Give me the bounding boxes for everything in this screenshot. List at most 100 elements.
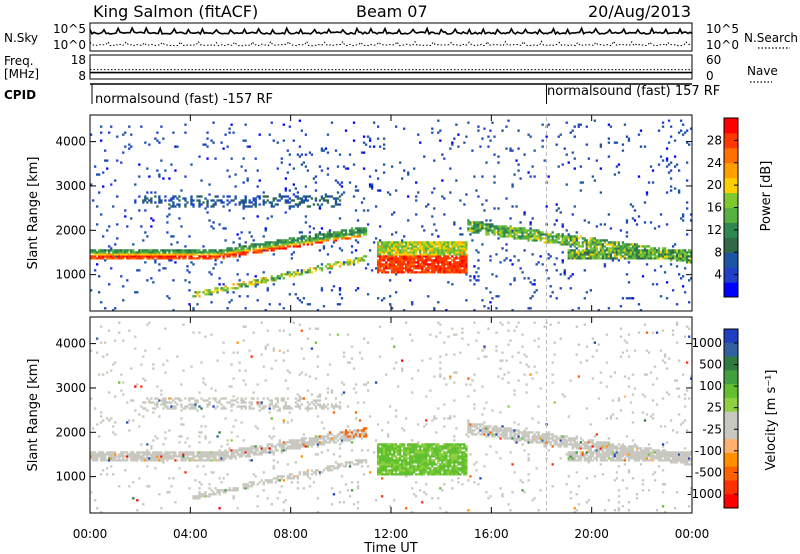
power-cell: [304, 241, 308, 244]
velocity-cell: [230, 439, 233, 442]
power-cell: [415, 261, 418, 264]
velocity-cell: [262, 407, 265, 410]
velocity-cell: [413, 459, 416, 462]
velocity-cell: [310, 473, 314, 476]
power-cell: [531, 235, 534, 238]
power-cell: [617, 163, 621, 166]
power-cell: [453, 221, 456, 224]
power-cell: [230, 249, 233, 252]
power-cell: [447, 243, 450, 246]
velocity-cell: [407, 453, 410, 456]
power-cell: [188, 251, 191, 254]
power-cell: [200, 253, 203, 256]
velocity-cell: [411, 463, 414, 466]
power-cell: [581, 181, 584, 184]
velocity-cell: [194, 403, 197, 406]
velocity-cell: [403, 457, 406, 460]
velocity-cell: [266, 497, 269, 500]
power-cell: [657, 255, 661, 258]
power-cell: [653, 227, 657, 230]
velocity-cell: [358, 429, 362, 432]
power-cell: [579, 255, 582, 258]
power-cell: [527, 237, 530, 240]
power-cell: [681, 285, 685, 288]
power-cell: [493, 229, 496, 232]
power-cell: [417, 191, 420, 194]
power-cell: [204, 197, 207, 200]
velocity-cell: [326, 373, 330, 376]
velocity-cell: [378, 457, 382, 460]
power-cell: [449, 247, 452, 250]
power-cell: [380, 243, 384, 246]
velocity-cell: [244, 397, 247, 400]
power-cell: [264, 229, 267, 232]
power-cell: [547, 277, 550, 280]
power-cell: [485, 229, 488, 232]
power-cell: [451, 247, 454, 250]
power-cell: [170, 259, 173, 262]
velocity-cell: [226, 401, 229, 404]
power-cell: [419, 249, 422, 252]
power-cell: [122, 255, 125, 258]
power-cell: [459, 247, 462, 250]
power-cell: [507, 233, 510, 236]
velocity-cell: [146, 459, 149, 462]
power-cell: [609, 247, 613, 250]
power-cell: [593, 249, 596, 252]
velocity-cell: [218, 431, 221, 434]
power-cell: [467, 227, 470, 230]
power-cell: [541, 237, 544, 240]
power-cell: [148, 253, 151, 256]
velocity-cell: [300, 371, 304, 374]
power-cell: [435, 265, 438, 268]
power-cell: [417, 265, 420, 268]
power-cell: [529, 175, 532, 178]
velocity-cell: [380, 477, 384, 480]
power-cell: [615, 141, 619, 144]
power-cell: [665, 157, 669, 160]
velocity-cell: [399, 455, 402, 458]
velocity-cell: [274, 449, 277, 452]
power-cell: [585, 257, 588, 260]
power-cell: [603, 239, 607, 242]
power-cell: [581, 249, 584, 252]
power-cell: [549, 295, 552, 298]
velocity-cell: [314, 437, 318, 440]
velocity-cell: [356, 429, 360, 432]
power-colorbar-segment: [724, 207, 738, 223]
power-cell: [451, 271, 454, 274]
power-cell: [304, 197, 308, 200]
velocity-cell: [378, 325, 382, 328]
power-cell: [208, 253, 211, 256]
power-cell: [433, 249, 436, 252]
power-cell: [619, 305, 623, 308]
power-cell: [597, 253, 600, 256]
power-cell: [405, 241, 408, 244]
velocity-cell: [332, 411, 336, 414]
power-cell: [651, 253, 655, 256]
power-cell: [669, 135, 673, 138]
velocity-cell: [136, 509, 139, 512]
velocity-cell: [158, 455, 161, 458]
power-cell: [687, 259, 691, 262]
power-cell: [435, 259, 438, 262]
velocity-cell: [362, 429, 366, 432]
power-cell: [212, 251, 215, 254]
power-cell: [170, 253, 173, 256]
power-cell: [513, 279, 516, 282]
velocity-cell: [164, 327, 167, 330]
velocity-cell: [286, 405, 289, 408]
velocity-cell: [198, 441, 201, 444]
velocity-cell: [330, 465, 334, 468]
velocity-cell: [328, 433, 332, 436]
freq-right-tick-bottom: 0: [706, 69, 714, 83]
power-cell: [443, 259, 446, 262]
velocity-cell: [250, 447, 253, 450]
power-cell: [314, 189, 318, 192]
power-cell: [306, 303, 310, 306]
power-cell: [312, 177, 316, 180]
power-cell: [212, 121, 215, 124]
power-cell: [391, 255, 394, 258]
power-cell: [234, 195, 237, 198]
power-cell: [395, 271, 398, 274]
